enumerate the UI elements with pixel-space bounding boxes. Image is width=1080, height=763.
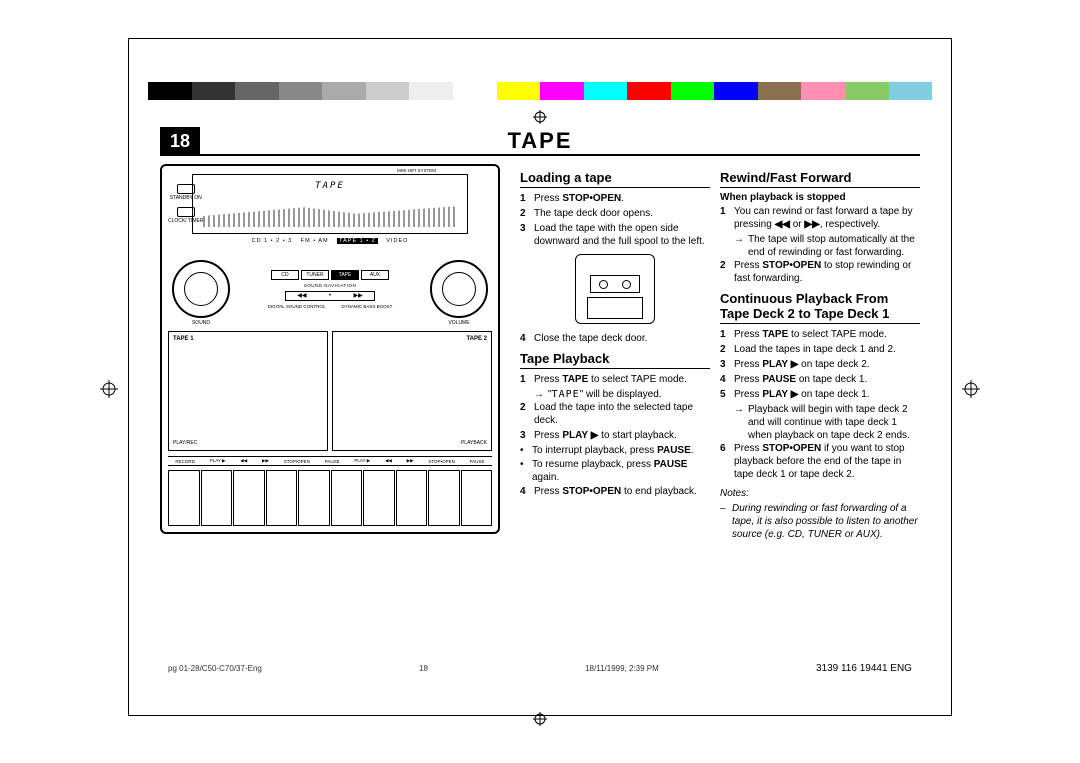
page-number: 18 [160, 127, 200, 155]
sound-knob [172, 260, 230, 318]
chapter-title: TAPE [200, 128, 880, 154]
page-footer: pg 01-28/C50-C70/37-Eng 18 18/11/1999, 2… [160, 663, 920, 674]
tuner-button: TUNER [301, 270, 329, 280]
rewind-heading: Rewind/Fast Forward [720, 170, 920, 188]
footer-date: 18/11/1999, 2:39 PM [585, 664, 659, 673]
tape-control-strip: RECORD PLAY ▶ ◀◀ ▶▶ STOP/OPEN PAUSE PLAY… [168, 456, 492, 466]
nav-arrows: ◀◀•▶▶ [285, 291, 375, 301]
tape-deck-2: TAPE 2 PLAYBACK [332, 331, 492, 451]
volume-knob [430, 260, 488, 318]
loading-heading: Loading a tape [520, 170, 710, 188]
playback-heading: Tape Playback [520, 351, 710, 369]
text-column-middle: Loading a tape 1Press STOP•OPEN. 2The ta… [520, 164, 710, 541]
rewind-subhead: When playback is stopped [720, 192, 920, 203]
tape-deck-1: TAPE 1 PLAY/REC [168, 331, 328, 451]
mode-indicator-row: CD 1 • 2 • 3 FM • AM TAPE 1 • 2 VIDEO [162, 238, 498, 244]
display-panel: TAPE [192, 174, 468, 234]
notes-block: Notes: During rewinding or fast forwardi… [720, 487, 920, 541]
equalizer-buttons [168, 470, 492, 526]
display-text: TAPE [315, 181, 345, 191]
continuous-heading: Continuous Playback From Tape Deck 2 to … [720, 291, 920, 324]
cd-button: CD [271, 270, 299, 280]
footer-docref: 3139 116 19441 ENG [816, 663, 912, 674]
text-column-right: Rewind/Fast Forward When playback is sto… [720, 164, 920, 541]
registration-mark-top [533, 110, 547, 124]
page-header: 18 TAPE [160, 128, 920, 156]
tape-button: TAPE [331, 270, 359, 280]
registration-mark-right [962, 380, 980, 398]
spectrum-icon [203, 205, 457, 227]
registration-mark-left [100, 380, 118, 398]
hifi-illustration: MINI HIFI SYSTEM STANDBY ON CLOCK/ TIMER… [160, 164, 500, 534]
aux-button: AUX [361, 270, 389, 280]
tape-insert-icon [575, 254, 655, 324]
footer-file: pg 01-28/C50-C70/37-Eng [168, 664, 262, 673]
illustration-column: MINI HIFI SYSTEM STANDBY ON CLOCK/ TIMER… [160, 164, 510, 541]
registration-mark-bottom [533, 712, 547, 726]
footer-page: 18 [419, 664, 428, 673]
system-label: MINI HIFI SYSTEM [397, 168, 436, 173]
page-content: 18 TAPE MINI HIFI SYSTEM STANDBY ON CLOC… [160, 128, 920, 688]
color-calibration-bar [148, 82, 932, 100]
